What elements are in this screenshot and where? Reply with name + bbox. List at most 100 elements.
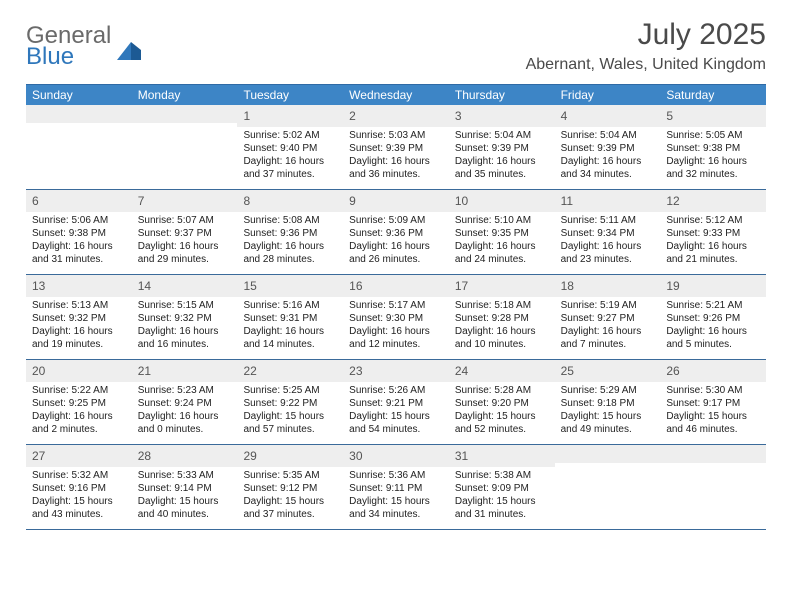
day-content: Sunrise: 5:32 AMSunset: 9:16 PMDaylight:… [26,467,132,527]
sunset-text: Sunset: 9:24 PM [138,397,232,410]
day-cell: 6Sunrise: 5:06 AMSunset: 9:38 PMDaylight… [26,190,132,274]
weekday-header: Monday [132,85,238,105]
day-cell: 1Sunrise: 5:02 AMSunset: 9:40 PMDaylight… [237,105,343,189]
day-number-row: 9 [343,190,449,212]
daylight-text: Daylight: 15 hours [32,495,126,508]
daylight-text: Daylight: 16 hours [561,155,655,168]
day-cell: 14Sunrise: 5:15 AMSunset: 9:32 PMDayligh… [132,275,238,359]
day-content: Sunrise: 5:12 AMSunset: 9:33 PMDaylight:… [660,212,766,272]
day-cell: 20Sunrise: 5:22 AMSunset: 9:25 PMDayligh… [26,360,132,444]
day-content: Sunrise: 5:16 AMSunset: 9:31 PMDaylight:… [237,297,343,357]
daylight-text: Daylight: 16 hours [243,325,337,338]
day-number-row: 31 [449,445,555,467]
day-number: 4 [561,109,568,123]
sunrise-text: Sunrise: 5:30 AM [666,384,760,397]
day-content: Sunrise: 5:19 AMSunset: 9:27 PMDaylight:… [555,297,661,357]
day-number-row: 14 [132,275,238,297]
day-cell: 19Sunrise: 5:21 AMSunset: 9:26 PMDayligh… [660,275,766,359]
sunrise-text: Sunrise: 5:02 AM [243,129,337,142]
day-content: Sunrise: 5:33 AMSunset: 9:14 PMDaylight:… [132,467,238,527]
sunset-text: Sunset: 9:20 PM [455,397,549,410]
day-number: 28 [138,449,151,463]
day-number-row [660,445,766,463]
sunrise-text: Sunrise: 5:03 AM [349,129,443,142]
week-row: 27 Sunrise: 5:32 AMSunset: 9:16 PMDayligh… [26,445,766,530]
daylight-text: Daylight: 16 hours [666,240,760,253]
day-number-row: 26 [660,360,766,382]
sunrise-text: Sunrise: 5:11 AM [561,214,655,227]
daylight-text: and 34 minutes. [561,168,655,181]
day-content: Sunrise: 5:30 AMSunset: 9:17 PMDaylight:… [660,382,766,442]
day-content: Sunrise: 5:21 AMSunset: 9:26 PMDaylight:… [660,297,766,357]
day-number: 3 [455,109,462,123]
weekday-header: Friday [555,85,661,105]
sunset-text: Sunset: 9:16 PM [32,482,126,495]
daylight-text: Daylight: 16 hours [561,240,655,253]
sunrise-text: Sunrise: 5:21 AM [666,299,760,312]
daylight-text: Daylight: 16 hours [455,155,549,168]
daylight-text: Daylight: 15 hours [243,495,337,508]
day-content: Sunrise: 5:10 AMSunset: 9:35 PMDaylight:… [449,212,555,272]
sunset-text: Sunset: 9:37 PM [138,227,232,240]
day-cell: 22Sunrise: 5:25 AMSunset: 9:22 PMDayligh… [237,360,343,444]
day-content: Sunrise: 5:36 AMSunset: 9:11 PMDaylight:… [343,467,449,527]
day-number: 30 [349,449,362,463]
day-number: 15 [243,279,256,293]
sunset-text: Sunset: 9:39 PM [349,142,443,155]
sunset-text: Sunset: 9:11 PM [349,482,443,495]
sunrise-text: Sunrise: 5:16 AM [243,299,337,312]
daylight-text: and 26 minutes. [349,253,443,266]
day-number-row: 2 [343,105,449,127]
daylight-text: Daylight: 16 hours [455,325,549,338]
daylight-text: Daylight: 16 hours [138,325,232,338]
daylight-text: Daylight: 16 hours [32,240,126,253]
sunset-text: Sunset: 9:36 PM [349,227,443,240]
week-row: 6Sunrise: 5:06 AMSunset: 9:38 PMDaylight… [26,190,766,275]
day-number: 12 [666,194,679,208]
day-number-row [132,105,238,123]
day-cell [660,445,766,529]
daylight-text: Daylight: 15 hours [349,495,443,508]
day-number: 17 [455,279,468,293]
day-cell: 24Sunrise: 5:28 AMSunset: 9:20 PMDayligh… [449,360,555,444]
sunset-text: Sunset: 9:36 PM [243,227,337,240]
day-content: Sunrise: 5:23 AMSunset: 9:24 PMDaylight:… [132,382,238,442]
day-number: 18 [561,279,574,293]
sunset-text: Sunset: 9:14 PM [138,482,232,495]
day-cell [26,105,132,189]
calendar-page: General Blue July 2025 Abernant, Wales, … [0,0,792,530]
daylight-text: Daylight: 16 hours [666,155,760,168]
day-cell: 17Sunrise: 5:18 AMSunset: 9:28 PMDayligh… [449,275,555,359]
sunset-text: Sunset: 9:22 PM [243,397,337,410]
sunrise-text: Sunrise: 5:18 AM [455,299,549,312]
title-block: July 2025 Abernant, Wales, United Kingdo… [526,18,766,74]
day-content: Sunrise: 5:05 AMSunset: 9:38 PMDaylight:… [660,127,766,187]
daylight-text: Daylight: 15 hours [561,410,655,423]
day-number: 14 [138,279,151,293]
day-content: Sunrise: 5:03 AMSunset: 9:39 PMDaylight:… [343,127,449,187]
day-cell: 27 Sunrise: 5:32 AMSunset: 9:16 PMDayligh… [26,445,132,529]
day-number-row: 27 [26,445,132,467]
day-cell: 13Sunrise: 5:13 AMSunset: 9:32 PMDayligh… [26,275,132,359]
daylight-text: and 23 minutes. [561,253,655,266]
sunrise-text: Sunrise: 5:28 AM [455,384,549,397]
sunrise-text: Sunrise: 5:17 AM [349,299,443,312]
day-number: 21 [138,364,151,378]
day-cell: 31Sunrise: 5:38 AMSunset: 9:09 PMDayligh… [449,445,555,529]
day-cell: 9Sunrise: 5:09 AMSunset: 9:36 PMDaylight… [343,190,449,274]
day-number-row: 13 [26,275,132,297]
calendar: SundayMondayTuesdayWednesdayThursdayFrid… [26,84,766,530]
day-cell: 18 Sunrise: 5:19 AMSunset: 9:27 PMDayligh… [555,275,661,359]
day-number: 1 [243,109,250,123]
daylight-text: Daylight: 15 hours [243,410,337,423]
day-number-row: 17 [449,275,555,297]
sunset-text: Sunset: 9:12 PM [243,482,337,495]
day-number: 27 [32,449,45,463]
daylight-text: and 10 minutes. [455,338,549,351]
day-number: 16 [349,279,362,293]
sunset-text: Sunset: 9:39 PM [561,142,655,155]
day-number: 25 [561,364,574,378]
daylight-text: and 37 minutes. [243,168,337,181]
day-cell: 11Sunrise: 5:11 AMSunset: 9:34 PMDayligh… [555,190,661,274]
day-number: 9 [349,194,356,208]
